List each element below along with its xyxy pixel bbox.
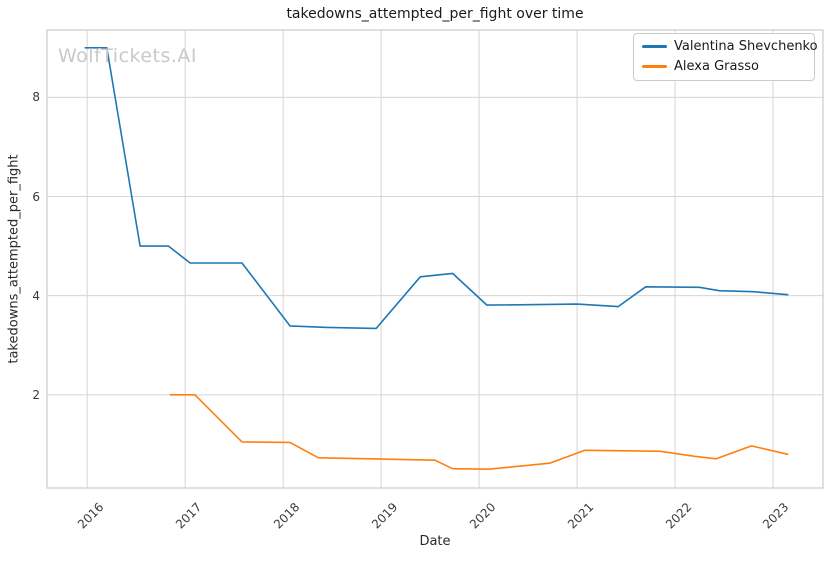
legend-item-grasso: Alexa Grasso xyxy=(642,57,806,76)
watermark: WolfTickets.AI xyxy=(58,45,198,67)
chart-title: takedowns_attempted_per_fight over time xyxy=(286,6,584,22)
legend: Valentina Shevchenko Alexa Grasso xyxy=(633,33,818,81)
x-axis-label: Date xyxy=(419,534,451,549)
line-swatch-shevchenko-icon xyxy=(642,45,667,48)
legend-item-shevchenko: Valentina Shevchenko xyxy=(642,37,818,56)
y-tick-label: 6 xyxy=(32,189,40,204)
y-tick-label: 4 xyxy=(32,288,40,303)
line-swatch-grasso-icon xyxy=(642,65,667,68)
y-tick-label: 2 xyxy=(32,387,40,402)
legend-label-shevchenko: Valentina Shevchenko xyxy=(674,39,818,54)
legend-label-grasso: Alexa Grasso xyxy=(674,59,759,74)
y-axis-label: takedowns_attempted_per_fight xyxy=(6,154,22,364)
y-tick-label: 8 xyxy=(32,90,40,105)
